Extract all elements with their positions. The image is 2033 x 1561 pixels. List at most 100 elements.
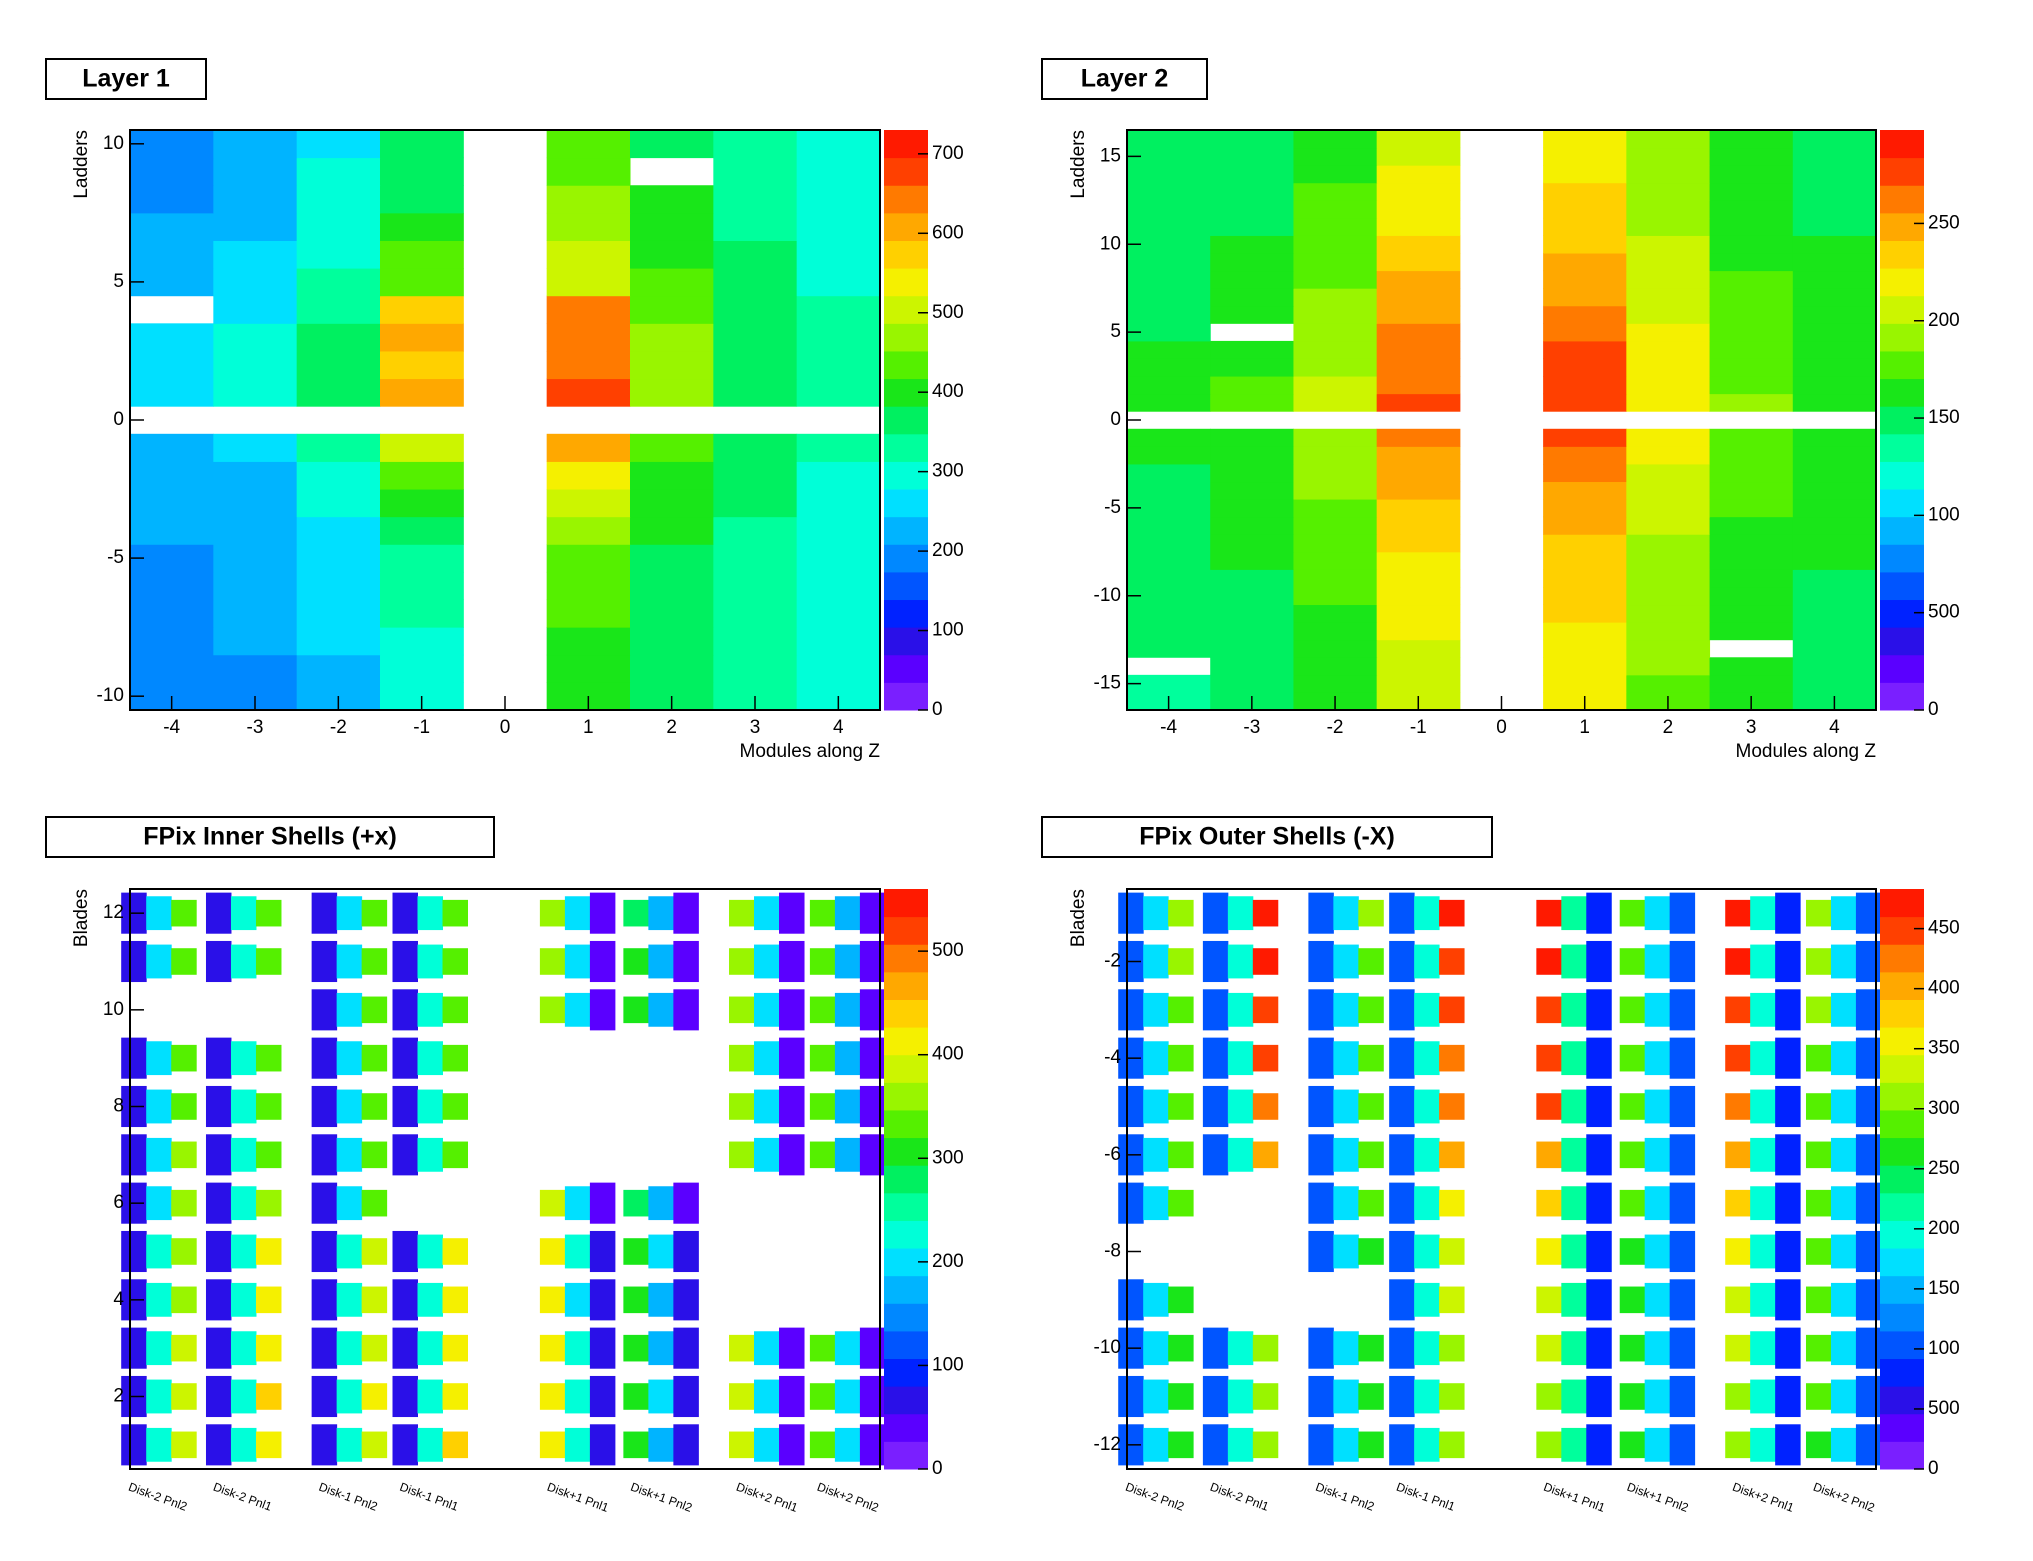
colorbar-swatch: [1880, 1413, 1924, 1442]
panel-title: Layer 1: [82, 65, 170, 93]
heat-cell: [1376, 323, 1461, 342]
plaquette: [1725, 899, 1751, 927]
colorbar-label: 450: [1928, 918, 1960, 939]
heat-cell: [1293, 446, 1378, 465]
heat-cell: [1210, 622, 1294, 641]
heat-cell: [1293, 481, 1378, 500]
plaquette: [1358, 948, 1384, 975]
plaquette: [1561, 944, 1587, 979]
plaquette: [1644, 1137, 1671, 1172]
heat-cell: [130, 516, 214, 545]
plaquette: [589, 1230, 616, 1273]
plaquette: [1725, 1286, 1751, 1314]
heat-cell: [1543, 463, 1627, 483]
heat-cell: [546, 544, 631, 573]
heat-cell: [546, 627, 631, 656]
heat-cell: [546, 489, 631, 518]
heat-cell: [1293, 253, 1378, 272]
plaquette: [230, 1331, 257, 1366]
heat-cell: [1293, 657, 1378, 676]
colorbar-label: 150: [1928, 1278, 1960, 1299]
heat-cell: [1626, 604, 1711, 623]
plaquette: [589, 1375, 616, 1418]
colorbar-swatch: [884, 489, 928, 518]
plaquette: [1439, 1044, 1465, 1072]
heat-cell: [1792, 551, 1877, 570]
plaquette: [1308, 1375, 1334, 1418]
heat-cell: [1792, 165, 1877, 184]
plaquette: [539, 899, 566, 927]
colorbar-swatch: [1880, 350, 1924, 380]
plaquette: [1227, 1137, 1254, 1172]
plaquette: [859, 1037, 886, 1079]
heat-cell: [546, 295, 631, 324]
heat-cell: [796, 378, 881, 407]
heat-cell: [1792, 288, 1877, 307]
heat-cell: [1127, 481, 1211, 500]
plaquette: [859, 1424, 886, 1466]
heat-cell: [1543, 446, 1627, 465]
heat-cell: [630, 268, 714, 297]
heat-cell: [630, 378, 714, 407]
plaquette: [1855, 1230, 1882, 1273]
heat-cell: [630, 461, 714, 490]
plaquette: [146, 896, 172, 931]
heat-cell: [1127, 639, 1211, 658]
plaquette: [417, 1234, 443, 1269]
heat-cell: [296, 516, 381, 545]
plaquette: [1805, 1044, 1832, 1072]
heat-cell: [1792, 323, 1877, 342]
plaquette: [1805, 1093, 1832, 1120]
plaquette: [361, 1238, 388, 1265]
heat-cell: [1709, 428, 1794, 447]
heat-cell: [1543, 288, 1627, 307]
colorbar-swatch: [884, 916, 928, 945]
plaquette: [859, 1085, 886, 1128]
plaquette: [779, 1424, 805, 1466]
heat-cell: [546, 378, 631, 407]
heat-cell: [1792, 516, 1877, 535]
heat-cell: [1626, 639, 1711, 658]
plaquette: [361, 1141, 388, 1169]
plaquette: [1561, 1379, 1587, 1414]
plaquette: [1669, 1230, 1696, 1273]
heat-cell: [1626, 340, 1711, 359]
heat-cell: [796, 295, 881, 324]
plaquette: [171, 948, 197, 975]
plaquette: [623, 948, 649, 975]
plaquette: [623, 1431, 649, 1459]
heat-cell: [713, 130, 798, 159]
colorbar-label: 200: [1928, 310, 1960, 331]
y-tick-label: -5: [107, 547, 124, 568]
colorbar-label: 500: [1928, 1398, 1960, 1419]
plaquette: [205, 1230, 232, 1273]
heat-cell: [380, 599, 464, 628]
colorbar-label: 200: [1928, 1218, 1960, 1239]
plaquette: [1775, 1085, 1801, 1128]
plaquette: [589, 1279, 616, 1321]
plaquette: [255, 1383, 282, 1410]
plaquette: [1333, 1089, 1359, 1124]
colorbar-swatch: [884, 1109, 928, 1139]
plaquette: [205, 1037, 232, 1079]
y-tick-label: 0: [113, 409, 124, 430]
plaquette: [1644, 1186, 1671, 1221]
plaquette: [336, 1379, 363, 1414]
plaquette: [1619, 1093, 1646, 1120]
plaquette: [673, 989, 699, 1031]
heat-cell: [1709, 147, 1794, 166]
plaquette: [1439, 948, 1465, 975]
plaquette: [1805, 899, 1832, 927]
plaquette: [230, 1427, 257, 1462]
plaquette: [1333, 1427, 1359, 1462]
colorbar-swatch: [884, 1082, 928, 1111]
heat-cell: [130, 185, 214, 214]
plaquette: [564, 1427, 591, 1462]
plaquette: [1725, 1431, 1751, 1459]
plaquette: [729, 1044, 755, 1072]
plaquette: [1644, 1331, 1671, 1366]
colorbar-swatch: [884, 1413, 928, 1442]
heat-cell: [1626, 358, 1711, 377]
plaquette: [1536, 1141, 1562, 1169]
heat-cell: [713, 323, 798, 352]
